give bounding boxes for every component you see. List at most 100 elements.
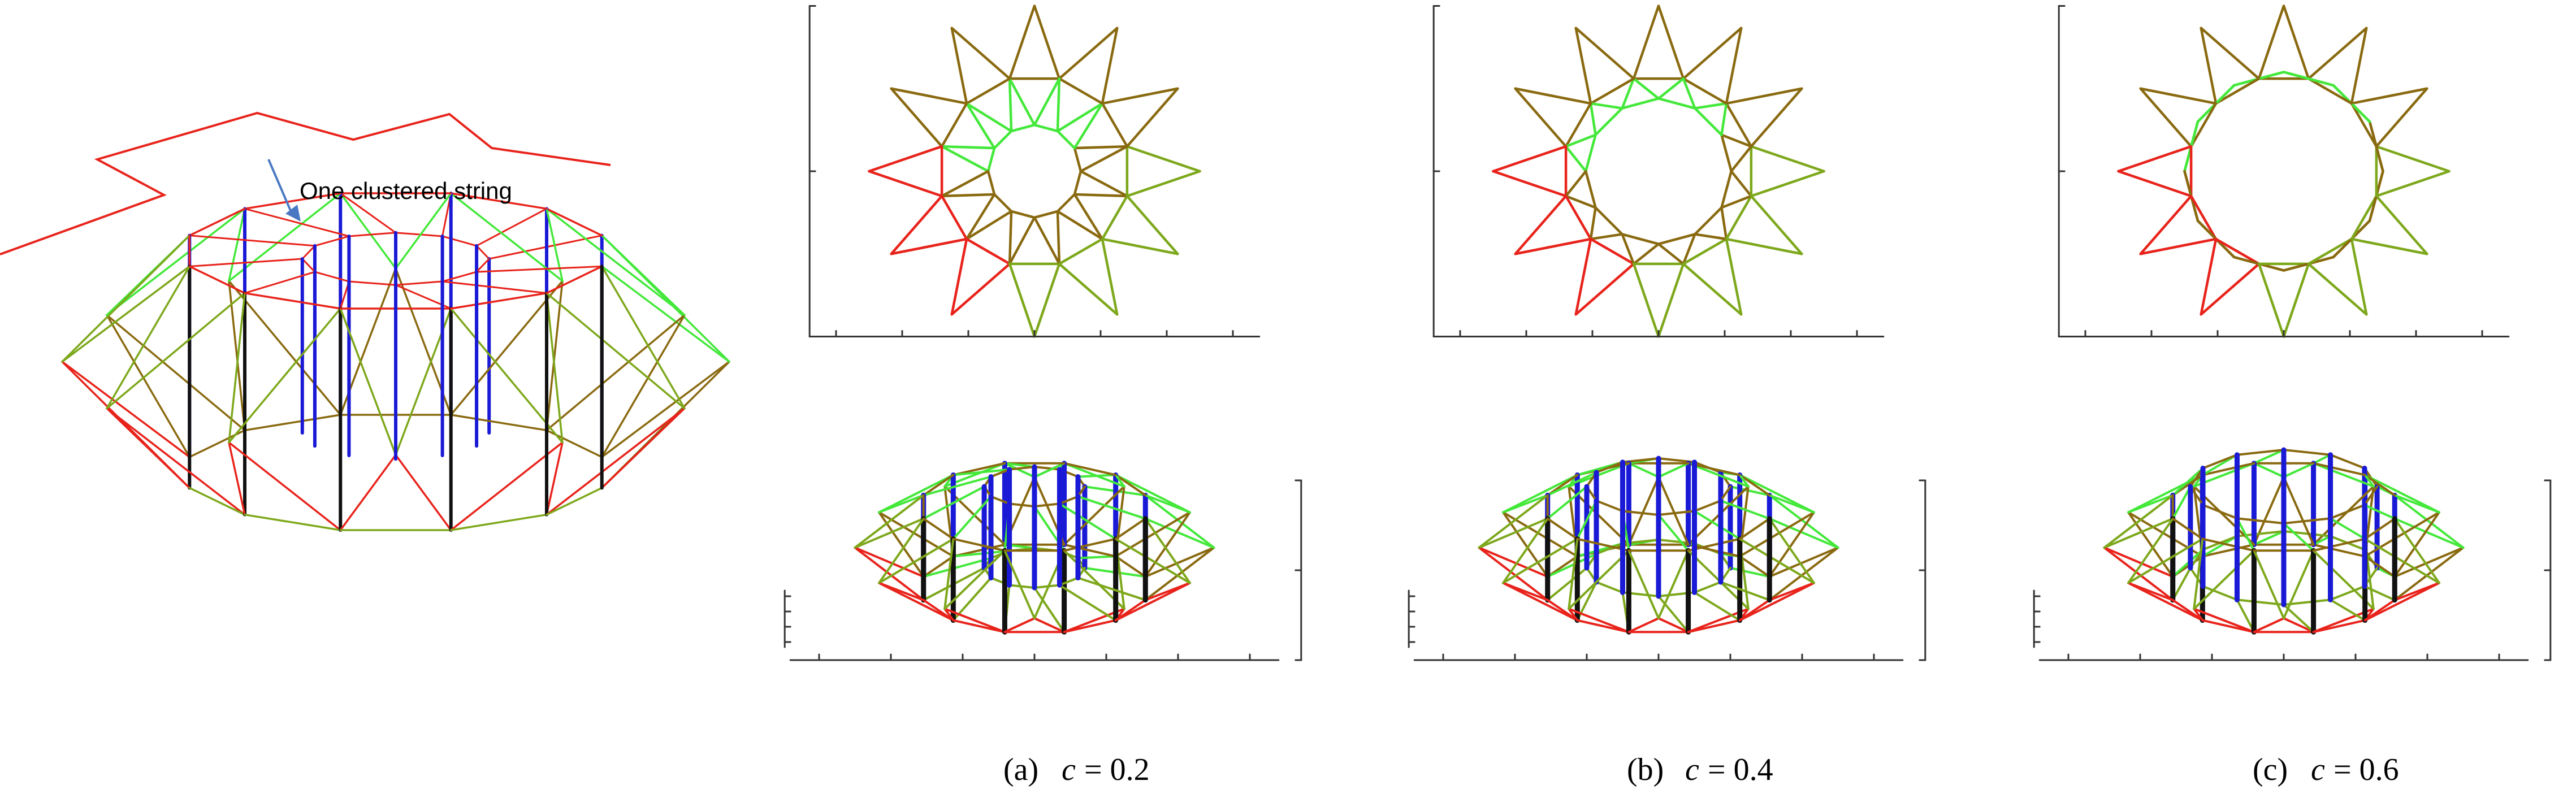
- top-string: [1694, 206, 1723, 236]
- top-string: [2139, 194, 2193, 255]
- top-string: [890, 87, 968, 105]
- top-string: [1720, 206, 1728, 241]
- side-string: [1687, 462, 1750, 488]
- caption-b-value: = 0.4: [1708, 752, 1773, 787]
- top-string: [950, 262, 1011, 316]
- persp-string: [475, 258, 490, 273]
- side-string: [1003, 549, 1036, 619]
- persp-string: [600, 265, 686, 410]
- top-string: [1056, 210, 1104, 241]
- top-string: [950, 27, 1011, 80]
- top-string: [1725, 87, 1803, 105]
- side-string: [878, 517, 925, 584]
- top-string: [868, 145, 943, 173]
- top-string: [1564, 145, 1587, 173]
- side-string: [2201, 462, 2255, 476]
- side-string: [1657, 462, 1690, 478]
- persp-string: [106, 407, 246, 516]
- top-string: [1594, 107, 1623, 136]
- side-string: [1063, 537, 1117, 552]
- top-string: [1492, 170, 1568, 198]
- top-string: [1682, 77, 1728, 105]
- top-string: [1058, 27, 1119, 80]
- side-string: [1657, 549, 1690, 619]
- top-string: [1584, 133, 1597, 173]
- side-string: [922, 555, 955, 578]
- side-string: [2393, 494, 2440, 514]
- top-string: [1058, 262, 1119, 316]
- persp-string: [449, 414, 548, 432]
- side-string: [1693, 500, 1722, 513]
- top-string: [986, 146, 996, 173]
- persp-string: [244, 192, 342, 210]
- caption-c: (c) c = 0.6: [2253, 752, 2399, 787]
- persp-string: [348, 280, 397, 286]
- persp-string: [228, 441, 246, 516]
- side-string: [2312, 453, 2332, 465]
- side-string: [1076, 555, 1117, 560]
- top-string: [1125, 145, 1201, 173]
- persp-string: [188, 258, 304, 267]
- top-string: [2257, 5, 2285, 80]
- side-string: [1738, 511, 1815, 558]
- top-string: [1514, 194, 1568, 255]
- side-string: [1033, 617, 1066, 634]
- top-string: [1008, 216, 1036, 266]
- persp-string: [600, 361, 730, 458]
- annotation-arrow: [267, 159, 294, 216]
- side-string: [2363, 582, 2440, 622]
- side-string: [1657, 510, 1696, 516]
- side-string: [2201, 537, 2255, 552]
- top-string: [1682, 233, 1696, 266]
- top-string: [1073, 146, 1083, 173]
- persp-string: [314, 235, 350, 247]
- top-string: [890, 194, 943, 255]
- top-string: [1058, 77, 1104, 105]
- persp-string: [61, 265, 191, 363]
- side-string: [1144, 494, 1215, 549]
- persp-string: [545, 441, 564, 516]
- side-string: [1114, 582, 1191, 622]
- annotation: One clustered string: [267, 159, 512, 222]
- side-string: [2283, 517, 2332, 524]
- side-string: [1595, 500, 1624, 513]
- side-string: [1063, 485, 1125, 546]
- persp-string: [441, 235, 478, 247]
- persp-string: [188, 207, 246, 237]
- side-string: [2363, 474, 2375, 488]
- top-string: [993, 193, 1013, 213]
- top-string: [1574, 262, 1635, 316]
- top-string: [1125, 194, 1179, 255]
- side-string: [943, 608, 1006, 634]
- side-string: [1144, 517, 1215, 549]
- side-string: [1657, 514, 1690, 552]
- top-string: [1033, 262, 1061, 338]
- side-string: [1687, 619, 1741, 634]
- top-string: [2200, 27, 2261, 80]
- annotation-label: One clustered string: [300, 177, 512, 204]
- perspective-view: [0, 111, 730, 532]
- side-string: [854, 547, 925, 578]
- side-string: [1114, 555, 1147, 578]
- side-string: [2363, 517, 2396, 540]
- top-string: [1694, 107, 1723, 136]
- side-string: [2236, 449, 2285, 456]
- top-string: [940, 193, 996, 198]
- top-string: [2375, 194, 2428, 255]
- top-string: [1589, 233, 1623, 241]
- side-string: [2127, 474, 2204, 514]
- side-string: [878, 582, 955, 622]
- side-string: [1693, 510, 1741, 540]
- top-string: [2214, 237, 2261, 266]
- persp-string: [600, 265, 730, 363]
- top-string: [2214, 77, 2261, 105]
- persp-string: [545, 407, 686, 516]
- side-string: [1576, 581, 1598, 622]
- persp-string: [441, 271, 478, 283]
- persp-string: [600, 314, 686, 458]
- top-view-b: [1432, 5, 1885, 338]
- side-string: [1768, 517, 1815, 584]
- top-string: [1720, 133, 1753, 148]
- top-string: [1632, 5, 1660, 80]
- top-string: [1079, 145, 1129, 173]
